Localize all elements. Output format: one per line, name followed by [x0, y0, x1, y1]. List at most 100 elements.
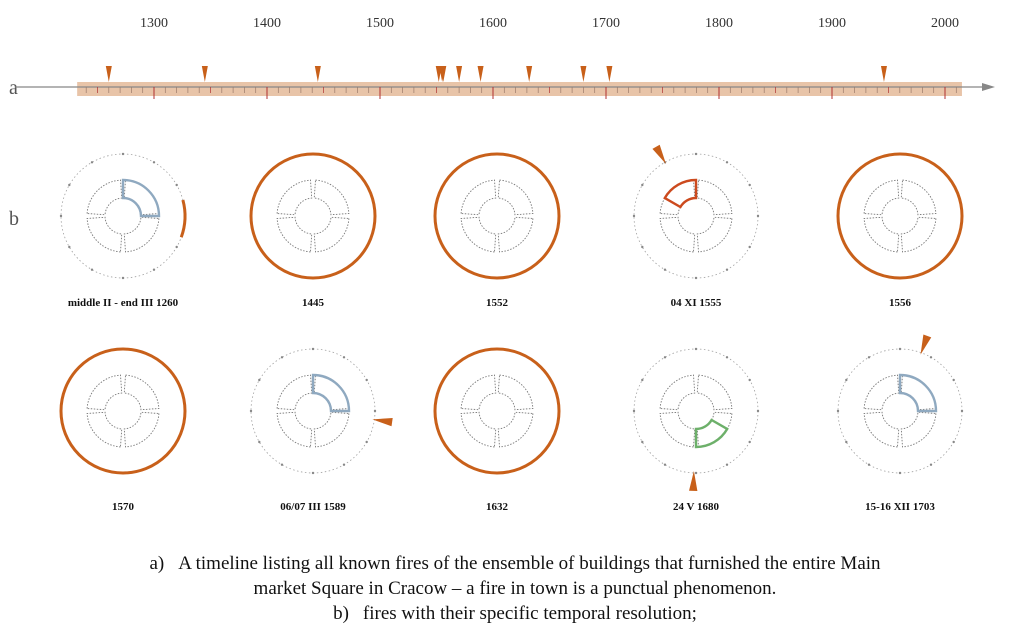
- fire-panel: 1632: [433, 347, 561, 513]
- caption-b-text: fires with their specific temporal resol…: [362, 603, 697, 624]
- panel-outer-ring: [60, 153, 186, 279]
- panel-clock-tick: [59, 214, 63, 218]
- timeline-tick-label: 1700: [592, 16, 620, 31]
- fire-panel: 1570: [59, 347, 187, 513]
- fire-panel: middle II - end III 1260: [59, 152, 187, 309]
- panel-dotted-sector: [696, 179, 733, 216]
- panel-clock-tick: [641, 183, 644, 187]
- panel-clock-tick: [756, 409, 760, 413]
- timeline-fire-marker: [201, 66, 208, 82]
- panel-dotted-sector: [460, 216, 497, 253]
- panel-clock-tick: [725, 161, 729, 164]
- panel-dotted-sector: [313, 411, 350, 448]
- caption-a-line2: market Square in Cracow – a fire in town…: [0, 577, 1030, 601]
- panel-dotted-sector: [313, 179, 350, 216]
- panel-clock-tick: [845, 440, 848, 444]
- panel-dotted-sector: [86, 411, 123, 448]
- panel-clock-tick: [258, 378, 261, 382]
- panel-clock-tick: [90, 268, 94, 271]
- panel-clock-tick: [90, 161, 94, 164]
- timeline-fire-marker: [477, 66, 484, 82]
- panel-clock-tick: [175, 245, 178, 249]
- panel-clock-tick: [929, 356, 933, 359]
- panel-highlight-sector: [311, 373, 351, 413]
- panel-dotted-sector: [276, 411, 313, 448]
- panel-dotted-sector: [276, 216, 313, 253]
- panel-label: 1570: [112, 501, 135, 513]
- caption-b-number: b): [333, 603, 349, 624]
- timeline-tick-label: 2000: [931, 16, 959, 31]
- panel-clock-tick: [249, 409, 253, 413]
- panel-clock-tick: [663, 356, 667, 359]
- panel-outer-ring: [59, 347, 187, 475]
- panel-clock-tick: [68, 183, 71, 187]
- panel-clock-tick: [845, 378, 848, 382]
- timeline-band: [77, 82, 962, 96]
- panel-clock-tick: [342, 356, 346, 359]
- panel-clock-tick: [694, 471, 698, 475]
- panel-clock-tick: [632, 409, 636, 413]
- panel-clock-tick: [867, 463, 871, 466]
- panel-clock-tick: [694, 347, 698, 351]
- panel-dotted-sector: [460, 411, 497, 448]
- timeline-arrow: [982, 83, 995, 91]
- panel-fire-marker: [372, 417, 393, 427]
- panel-clock-tick: [867, 356, 871, 359]
- panel-dotted-sector: [460, 179, 497, 216]
- panel-clock-tick: [663, 463, 667, 466]
- panel-clock-tick: [258, 440, 261, 444]
- fire-panel: 06/07 III 1589: [249, 347, 393, 513]
- panel-highlight-sector: [663, 178, 698, 209]
- timeline-fire-marker: [314, 66, 321, 82]
- timeline-fire-marker: [880, 66, 887, 82]
- panel-highlight-sector: [121, 178, 161, 218]
- fire-panel: 15-16 XII 1703: [836, 334, 964, 513]
- panel-dotted-sector: [900, 179, 937, 216]
- panel-clock-tick: [641, 245, 644, 249]
- panel-label: 06/07 III 1589: [280, 501, 346, 513]
- panel-clock-tick: [121, 276, 125, 280]
- row-label-a: a: [9, 77, 18, 99]
- panel-clock-tick: [632, 214, 636, 218]
- panel-label: middle II - end III 1260: [68, 297, 179, 309]
- panel-clock-tick: [952, 378, 955, 382]
- panel-clock-tick: [725, 356, 729, 359]
- timeline: 1300 1400 1500 1600 1700 1800 1900 2000: [15, 16, 995, 99]
- panel-partial-arc: [179, 199, 187, 238]
- panel-outer-ring: [250, 348, 376, 474]
- panel-label: 24 V 1680: [673, 501, 720, 513]
- fire-panel: 04 XI 1555: [632, 144, 760, 309]
- panel-fire-marker: [689, 470, 698, 491]
- panel-clock-tick: [663, 268, 667, 271]
- panel-clock-tick: [311, 471, 315, 475]
- panel-dotted-sector: [659, 374, 696, 411]
- panel-outer-ring: [633, 348, 759, 474]
- caption-b-line: b) fires with their specific temporal res…: [0, 602, 1030, 626]
- panel-dotted-sector: [497, 179, 534, 216]
- panel-label: 1556: [889, 297, 912, 309]
- timeline-tick-label: 1800: [705, 16, 733, 31]
- panel-clock-tick: [960, 409, 964, 413]
- timeline-fire-marker: [580, 66, 587, 82]
- panel-clock-tick: [898, 471, 902, 475]
- panel-dotted-sector: [276, 374, 313, 411]
- panel-clock-tick: [121, 152, 125, 156]
- panel-label: 1552: [486, 297, 509, 309]
- panel-clock-tick: [152, 161, 156, 164]
- panel-highlight-sector: [898, 373, 938, 413]
- panel-outer-ring: [837, 348, 963, 474]
- panel-clock-tick: [373, 409, 377, 413]
- panel-dotted-sector: [86, 374, 123, 411]
- panel-dotted-sector: [696, 374, 733, 411]
- panel-clock-tick: [748, 183, 751, 187]
- panel-dotted-sector: [123, 411, 160, 448]
- panel-dotted-sector: [497, 216, 534, 253]
- panel-clock-tick: [152, 268, 156, 271]
- panel-dotted-sector: [696, 216, 733, 253]
- fire-panels: middle II - end III 1260 1445 1552 04 XI 15…: [59, 144, 964, 513]
- panel-dotted-sector: [313, 216, 350, 253]
- panel-dotted-sector: [86, 179, 123, 216]
- timeline-tick-label: 1400: [253, 16, 281, 31]
- panel-clock-tick: [694, 276, 698, 280]
- timeline-fire-marker: [440, 66, 447, 82]
